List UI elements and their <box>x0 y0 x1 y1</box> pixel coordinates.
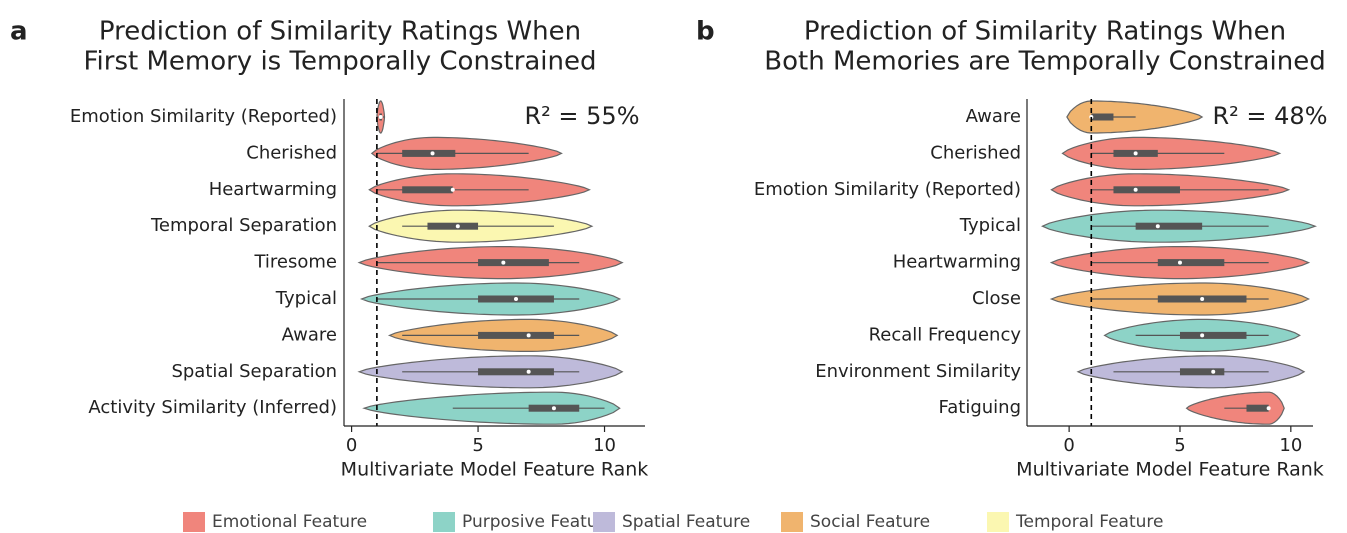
legend-swatch <box>433 512 455 532</box>
x-tick-label: 0 <box>1063 435 1074 456</box>
category-label: Environment Similarity <box>815 361 1021 382</box>
panel-label: b <box>696 17 715 47</box>
median <box>1211 369 1216 374</box>
median <box>1200 297 1205 301</box>
legend-label: Temporal Feature <box>1015 512 1163 532</box>
x-tick-label: 10 <box>593 435 616 456</box>
box <box>402 149 456 157</box>
median <box>378 115 383 119</box>
category-label: Aware <box>966 106 1021 127</box>
box <box>1113 186 1180 194</box>
annotation: R² = 48% <box>1212 102 1327 130</box>
category-label: Emotion Similarity (Reported) <box>754 179 1021 200</box>
category-label: Typical <box>959 215 1021 236</box>
category-label: Cherished <box>246 142 337 163</box>
legend-label: Emotional Feature <box>212 512 367 532</box>
median <box>1200 333 1205 338</box>
median <box>1155 224 1160 229</box>
box <box>1157 259 1225 267</box>
median <box>501 260 506 265</box>
category-label: Close <box>972 288 1021 309</box>
median <box>1177 260 1182 265</box>
box <box>478 331 554 339</box>
median <box>514 297 518 301</box>
median <box>430 151 435 156</box>
box <box>1091 113 1114 121</box>
legend-swatch <box>183 512 205 532</box>
x-axis-label: Multivariate Model Feature Rank <box>1016 459 1324 481</box>
category-label: Cherished <box>930 142 1021 163</box>
chart-title: Prediction of Similarity Ratings When <box>804 17 1286 47</box>
legend-swatch <box>987 512 1009 532</box>
category-label: Tiresome <box>253 252 337 273</box>
median <box>1133 151 1138 156</box>
box <box>402 186 453 194</box>
legend-label: Spatial Feature <box>622 512 750 532</box>
category-label: Aware <box>282 324 337 345</box>
box <box>1179 331 1247 339</box>
legend-label: Purposive Feature <box>462 512 615 532</box>
category-label: Fatiguing <box>939 397 1021 418</box>
chart-title: First Memory is Temporally Constrained <box>83 47 596 77</box>
annotation: R² = 55% <box>524 102 639 130</box>
category-label: Emotion Similarity (Reported) <box>70 106 337 127</box>
box <box>1246 404 1269 412</box>
chart-title: Prediction of Similarity Ratings When <box>99 17 581 47</box>
category-label: Heartwarming <box>893 252 1021 273</box>
category-label: Heartwarming <box>209 179 337 200</box>
median <box>526 369 531 374</box>
category-label: Recall Frequency <box>869 324 1022 345</box>
box <box>478 368 554 376</box>
box <box>1135 222 1203 230</box>
median <box>551 406 556 411</box>
legend-swatch <box>593 512 615 532</box>
median <box>450 187 455 192</box>
median <box>455 224 460 229</box>
chart-title: Both Memories are Temporally Constrained <box>764 47 1325 77</box>
category-label: Temporal Separation <box>150 215 337 236</box>
x-tick-label: 10 <box>1279 435 1302 456</box>
x-tick-label: 5 <box>472 435 483 456</box>
median <box>526 333 531 338</box>
x-tick-label: 0 <box>346 435 357 456</box>
category-label: Activity Similarity (Inferred) <box>88 397 337 418</box>
category-label: Typical <box>275 288 337 309</box>
box <box>1179 368 1225 376</box>
box <box>478 259 549 267</box>
median <box>1133 187 1138 192</box>
legend-label: Social Feature <box>810 512 930 532</box>
x-tick-label: 5 <box>1174 435 1185 456</box>
x-axis-label: Multivariate Model Feature Rank <box>341 459 649 481</box>
median <box>1266 406 1271 411</box>
panel-label: a <box>10 17 28 47</box>
legend-swatch <box>781 512 803 532</box>
category-label: Spatial Separation <box>171 361 337 382</box>
box <box>427 222 479 230</box>
